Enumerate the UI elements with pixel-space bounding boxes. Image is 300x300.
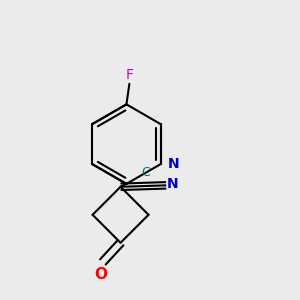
Text: C: C [141,166,150,179]
Text: N: N [167,157,179,171]
Text: N: N [166,177,178,191]
Text: F: F [125,68,134,82]
Text: O: O [94,267,107,282]
